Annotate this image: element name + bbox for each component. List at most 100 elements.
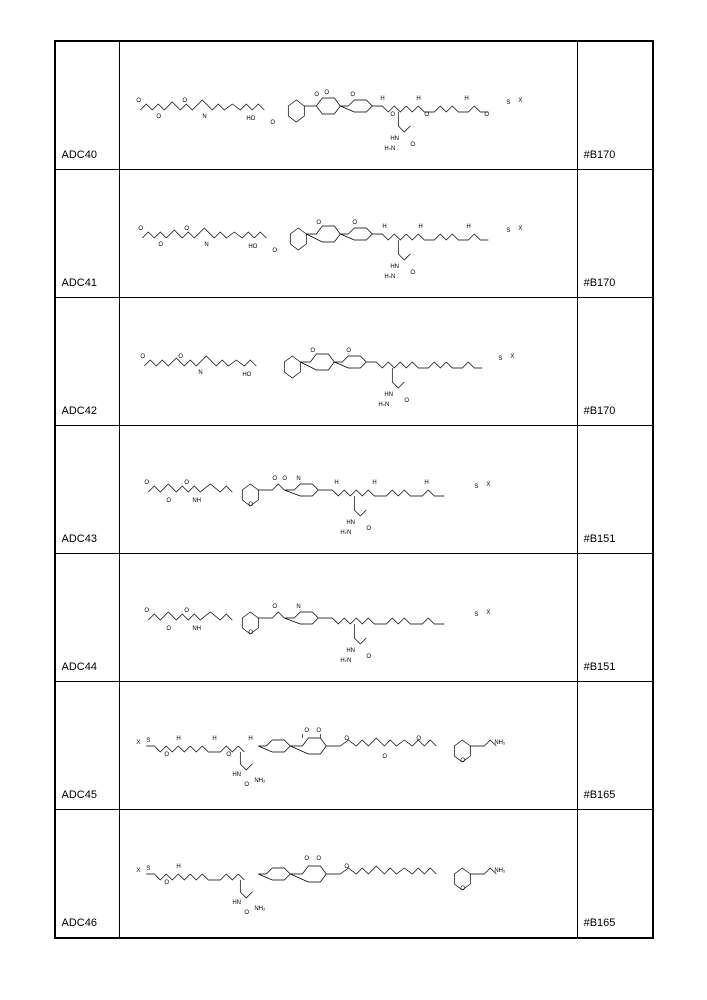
svg-text:O: O bbox=[324, 90, 329, 96]
svg-text:O: O bbox=[424, 112, 429, 118]
table-row: ADC45 X S O H H O H O bbox=[55, 682, 652, 810]
svg-text:X: X bbox=[136, 868, 140, 874]
svg-text:X: X bbox=[510, 354, 514, 360]
table-row: ADC46 X S O H O O O O bbox=[55, 810, 652, 938]
svg-text:H₂N: H₂N bbox=[340, 658, 351, 662]
svg-text:O: O bbox=[138, 226, 143, 232]
svg-text:H: H bbox=[372, 480, 376, 486]
svg-text:O: O bbox=[244, 782, 249, 788]
svg-text:S: S bbox=[474, 612, 478, 618]
cell-ref: #B170 bbox=[577, 298, 652, 426]
svg-text:H: H bbox=[176, 864, 180, 870]
svg-text:O: O bbox=[166, 498, 171, 504]
svg-text:H: H bbox=[418, 224, 422, 230]
ref-code: #B151 bbox=[584, 533, 616, 545]
cell-id: ADC44 bbox=[55, 554, 119, 682]
cell-ref: #B170 bbox=[577, 170, 652, 298]
svg-text:H₂N: H₂N bbox=[378, 402, 389, 406]
cell-ref: #B151 bbox=[577, 554, 652, 682]
svg-text:HO: HO bbox=[242, 372, 251, 378]
svg-text:H: H bbox=[176, 736, 180, 742]
svg-text:O: O bbox=[382, 754, 387, 760]
ref-code: #B165 bbox=[584, 789, 616, 801]
svg-text:O: O bbox=[272, 248, 277, 254]
chemical-structure-icon: X S O H H O H O O O O O O NH₂ HN O NH₂ bbox=[124, 702, 573, 790]
svg-text:O: O bbox=[410, 270, 415, 276]
svg-text:HO: HO bbox=[248, 244, 257, 250]
adc-id: ADC40 bbox=[62, 149, 97, 161]
svg-text:O: O bbox=[460, 758, 465, 764]
svg-text:H: H bbox=[466, 224, 470, 230]
svg-text:O: O bbox=[304, 856, 309, 862]
chemical-structure-icon: O O O NH O O O N H H H S X HN H₂N O bbox=[124, 446, 573, 534]
structure-table-container: ADC40 O O O N HO O O O O bbox=[54, 40, 654, 939]
svg-text:O: O bbox=[140, 354, 145, 360]
svg-text:O: O bbox=[144, 480, 149, 486]
cell-structure: X S O H H O H O O O O O O NH₂ HN O NH₂ bbox=[119, 682, 577, 810]
cell-ref: #B165 bbox=[577, 810, 652, 938]
svg-text:NH₂: NH₂ bbox=[254, 778, 266, 784]
cell-structure: O O O N HO O O O O H O H O H O S X bbox=[119, 42, 577, 170]
svg-text:O: O bbox=[136, 98, 141, 104]
svg-text:O: O bbox=[144, 608, 149, 614]
svg-text:O: O bbox=[314, 92, 319, 98]
svg-text:N: N bbox=[204, 242, 208, 248]
ref-code: #B170 bbox=[584, 405, 616, 417]
table-row: ADC42 O O N HO O O S X HN bbox=[55, 298, 652, 426]
cell-ref: #B170 bbox=[577, 42, 652, 170]
table-row: ADC40 O O O N HO O O O O bbox=[55, 42, 652, 170]
svg-text:S: S bbox=[498, 356, 502, 362]
svg-text:H: H bbox=[382, 224, 386, 230]
svg-text:O: O bbox=[316, 220, 321, 226]
svg-text:NH: NH bbox=[192, 498, 201, 504]
svg-text:O: O bbox=[484, 112, 489, 118]
adc-id: ADC42 bbox=[62, 405, 97, 417]
adc-id: ADC44 bbox=[62, 661, 97, 673]
svg-text:HN: HN bbox=[346, 648, 355, 654]
svg-text:O: O bbox=[460, 886, 465, 892]
svg-text:O: O bbox=[410, 142, 415, 148]
svg-text:HN: HN bbox=[232, 772, 241, 778]
chemical-structure-icon: O O O NH O O N S X HN H₂N O bbox=[124, 574, 573, 662]
ref-code: #B170 bbox=[584, 149, 616, 161]
svg-text:H: H bbox=[212, 736, 216, 742]
svg-text:N: N bbox=[198, 370, 202, 376]
cell-structure: O O O NH O O N S X HN H₂N O bbox=[119, 554, 577, 682]
svg-text:X: X bbox=[486, 482, 490, 488]
svg-text:H₂N: H₂N bbox=[384, 146, 395, 150]
svg-text:O: O bbox=[390, 112, 395, 118]
svg-text:H: H bbox=[334, 480, 338, 486]
svg-text:X: X bbox=[486, 610, 490, 616]
svg-text:O: O bbox=[416, 736, 421, 742]
svg-text:HN: HN bbox=[390, 264, 399, 270]
svg-text:S: S bbox=[506, 228, 510, 234]
svg-text:O: O bbox=[184, 480, 189, 486]
svg-text:NH₂: NH₂ bbox=[494, 868, 506, 874]
svg-text:HN: HN bbox=[384, 392, 393, 398]
svg-text:X: X bbox=[518, 98, 522, 104]
svg-text:O: O bbox=[272, 604, 277, 610]
svg-text:N: N bbox=[296, 476, 300, 482]
svg-text:O: O bbox=[316, 728, 321, 734]
svg-text:H: H bbox=[464, 96, 468, 102]
svg-text:X: X bbox=[518, 226, 522, 232]
svg-text:S: S bbox=[474, 484, 478, 490]
svg-text:H: H bbox=[380, 96, 384, 102]
svg-text:H: H bbox=[416, 96, 420, 102]
svg-text:O: O bbox=[182, 98, 187, 104]
svg-text:HO: HO bbox=[246, 116, 255, 122]
svg-text:S: S bbox=[146, 866, 150, 872]
svg-text:H: H bbox=[424, 480, 428, 486]
svg-text:O: O bbox=[344, 736, 349, 742]
chemical-structure-icon: O O O N HO O O O O H O H O H O S X bbox=[124, 62, 573, 150]
svg-text:O: O bbox=[316, 856, 321, 862]
cell-id: ADC43 bbox=[55, 426, 119, 554]
cell-structure: O O N HO O O S X HN H₂N O bbox=[119, 298, 577, 426]
svg-text:O: O bbox=[404, 398, 409, 404]
cell-ref: #B165 bbox=[577, 682, 652, 810]
cell-ref: #B151 bbox=[577, 426, 652, 554]
ref-code: #B151 bbox=[584, 661, 616, 673]
svg-text:O: O bbox=[248, 502, 253, 508]
svg-text:O: O bbox=[164, 752, 169, 758]
adc-id: ADC43 bbox=[62, 533, 97, 545]
